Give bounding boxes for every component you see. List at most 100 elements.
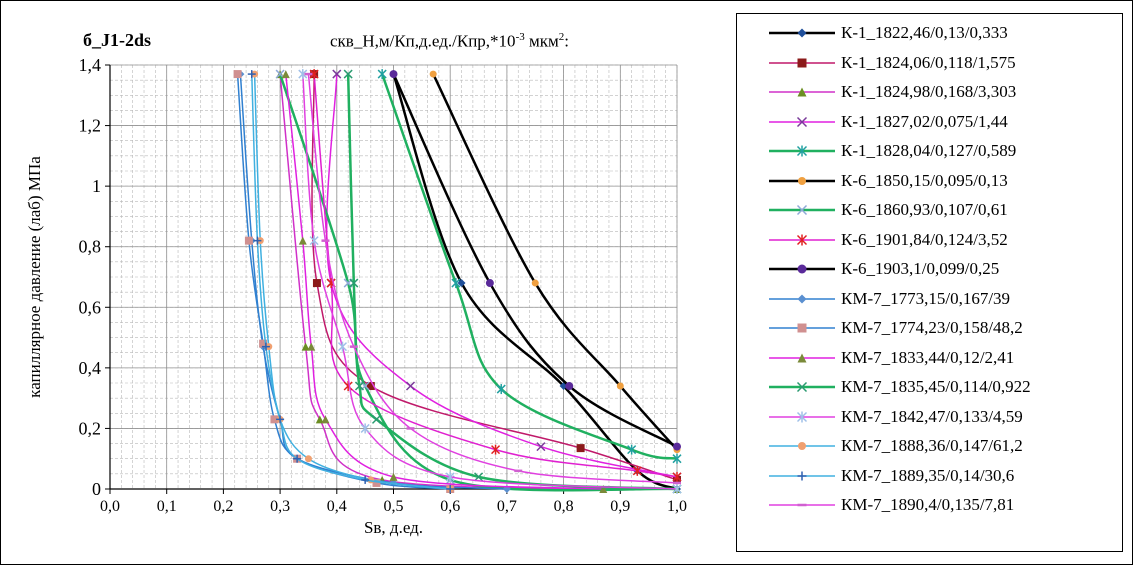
legend-swatch (769, 145, 835, 157)
legend-item: К-1_1824,06/0,118/1,575 (737, 50, 1122, 76)
series-line (302, 74, 678, 490)
series-layer (233, 69, 682, 494)
data-point (389, 70, 398, 79)
chart-title-right: скв_Н,м/Кп,д.ед./Кпр,*10-3 мкм2: (330, 31, 569, 51)
data-point (276, 415, 285, 424)
data-point (616, 382, 624, 390)
legend-item: К-6_1860,93/0,107/0,61 (737, 197, 1122, 223)
marker-stroke (536, 442, 546, 452)
legend-swatch (769, 503, 835, 507)
data-point (354, 381, 365, 391)
series-9 (389, 70, 681, 451)
x-tick-label: 0,8 (554, 498, 574, 515)
data-point (672, 471, 682, 482)
data-point (304, 455, 312, 463)
marker-stroke (371, 414, 382, 424)
data-point (627, 444, 637, 455)
chart-title-left: б_J1-2ds (83, 30, 152, 50)
marker-stroke (796, 116, 808, 127)
legend-label: КМ-7_1774,23/0,158/48,2 (841, 318, 1023, 337)
legend-item: КМ-7_1888,36/0,147/61,2 (737, 433, 1122, 459)
legend-swatch (769, 294, 835, 303)
y-tick-label: 1,2 (79, 116, 102, 136)
series-line (285, 74, 604, 490)
series-line (432, 73, 678, 451)
legend-item: К-1_1828,04/0,127/0,589 (737, 138, 1122, 164)
data-point (451, 278, 461, 289)
data-point (315, 415, 324, 424)
data-point (261, 342, 270, 351)
legend-label: К-1_1824,06/0,118/1,575 (841, 52, 1016, 72)
series-5 (377, 69, 682, 464)
marker-stroke (796, 204, 808, 216)
legend-swatch-marker (797, 58, 807, 67)
x-axis-label: Sв, д.ед. (364, 518, 423, 537)
grid (109, 64, 678, 490)
series-line (307, 74, 678, 484)
legend-swatch (769, 323, 835, 333)
legend-item: К-1_1822,46/0,13/0,333 (737, 20, 1122, 46)
x-tick-label: 0,1 (157, 498, 177, 515)
data-point (360, 423, 370, 434)
legend-swatch-marker (798, 176, 806, 185)
legend-swatch (769, 234, 835, 245)
legend-swatch-marker (796, 411, 808, 422)
data-point (361, 475, 370, 484)
legend-item: КМ-7_1890,4/0,135/7,81 (737, 492, 1122, 518)
legend: К-1_1822,46/0,13/0,333 К-1_1824,06/0,118/… (736, 13, 1123, 552)
data-point (259, 339, 268, 348)
x-tick-label: 0,9 (610, 498, 630, 515)
legend-swatch-marker (797, 294, 807, 303)
data-point (307, 342, 316, 351)
legend-label: К-1_1828,04/0,127/0,589 (841, 141, 1017, 160)
legend-item: КМ-7_1833,44/0,12/2,41 (737, 345, 1122, 371)
legend-swatch (769, 176, 835, 185)
legend-label: КМ-7_1890,4/0,135/7,81 (841, 495, 1015, 514)
data-point (445, 471, 455, 482)
legend-swatch (769, 87, 835, 97)
series-14 (298, 69, 682, 494)
legend-swatch (769, 204, 835, 216)
legend-swatch (769, 353, 835, 362)
data-point (576, 444, 585, 453)
legend-label: К-6_1860,93/0,107/0,61 (841, 200, 1008, 219)
x-tick-label: 0,5 (384, 498, 404, 515)
x-tick-label: 0,3 (270, 498, 290, 515)
legend-label: К-1_1822,46/0,13/0,333 (841, 23, 1008, 42)
legend-swatch-marker (797, 323, 807, 333)
data-point (343, 69, 353, 79)
data-point (281, 70, 290, 79)
data-point (672, 484, 682, 494)
x-tick-label: 0,6 (440, 498, 460, 515)
y-tick-label: 1 (92, 176, 101, 196)
x-tick-label: 0,2 (213, 498, 233, 515)
data-point (233, 70, 242, 79)
data-point (599, 485, 608, 493)
series-17 (304, 72, 681, 485)
legend-label: КМ-7_1833,44/0,12/2,41 (841, 347, 1015, 367)
legend-swatch-marker (796, 204, 808, 216)
legend-swatch-marker (796, 234, 808, 245)
legend-item: К-1_1824,98/0,168/3,303 (737, 79, 1122, 105)
data-point (405, 381, 416, 391)
data-point (491, 444, 501, 455)
legend-item: К-6_1850,15/0,095/0,13 (737, 168, 1122, 194)
data-point (366, 382, 375, 391)
data-point (298, 69, 308, 80)
data-point (270, 415, 279, 424)
marker-stroke (343, 69, 353, 79)
legend-item: КМ-7_1773,15/0,167/39 (737, 286, 1122, 312)
legend-swatch-marker (797, 264, 807, 274)
data-point (244, 236, 253, 245)
data-point (247, 70, 256, 79)
data-point (309, 69, 319, 80)
legend-swatch (769, 28, 835, 38)
series-12 (281, 70, 608, 493)
data-point (673, 442, 681, 451)
data-point (672, 453, 682, 464)
data-point (536, 442, 546, 452)
y-tick-label: 1,4 (79, 55, 102, 75)
data-point (485, 279, 494, 288)
data-point (349, 278, 359, 288)
